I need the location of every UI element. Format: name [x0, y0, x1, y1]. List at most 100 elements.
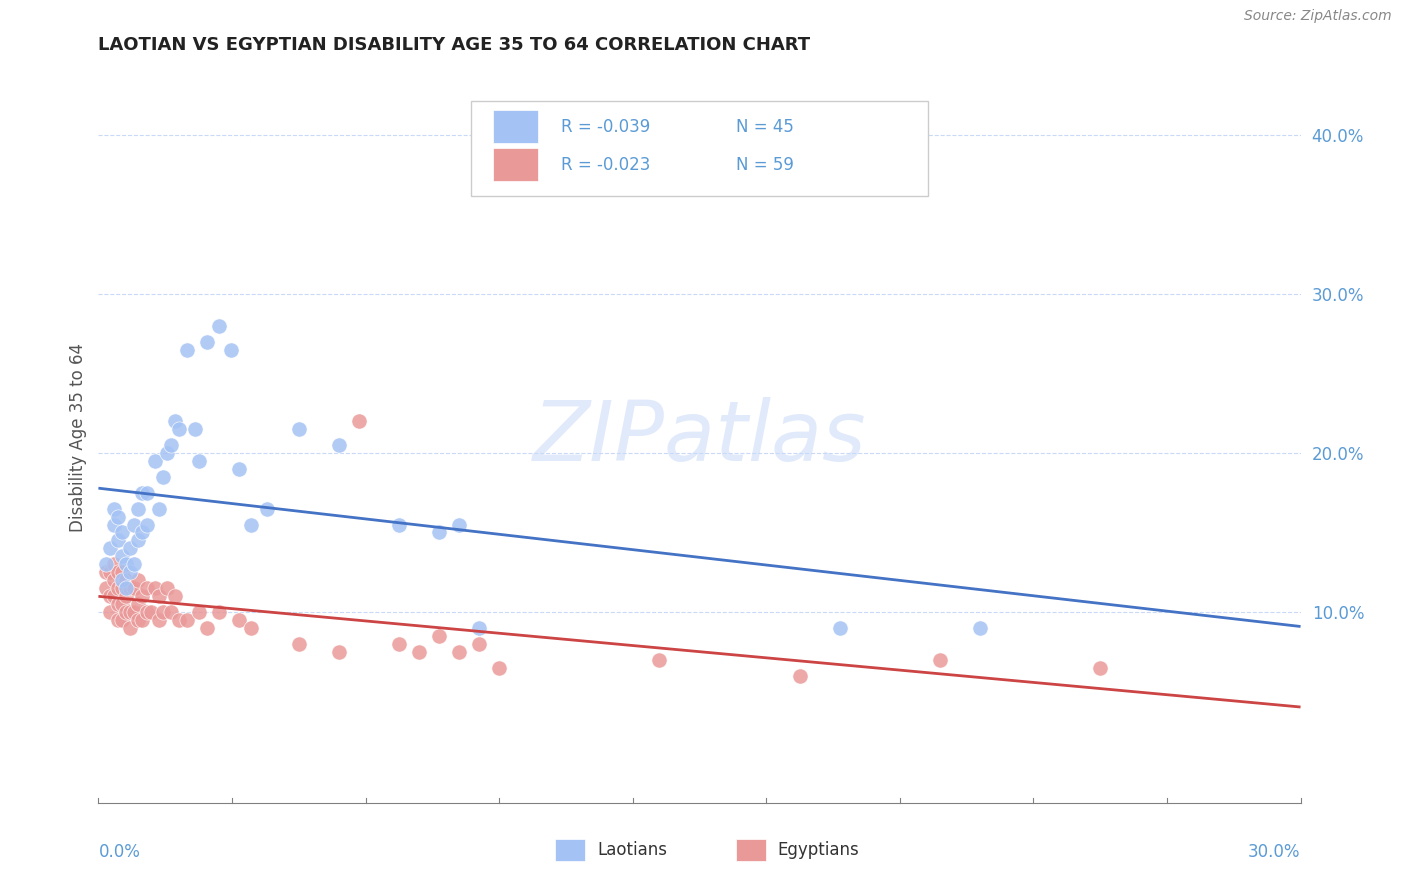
- Point: [115, 558, 138, 572]
- Point: [139, 605, 162, 619]
- Point: [128, 533, 150, 548]
- Point: [120, 581, 142, 595]
- Point: [408, 645, 430, 659]
- Point: [148, 589, 170, 603]
- Point: [176, 613, 198, 627]
- Point: [107, 613, 129, 627]
- Point: [163, 414, 186, 428]
- Point: [120, 605, 142, 619]
- Point: [111, 566, 134, 580]
- Point: [124, 581, 146, 595]
- Text: Source: ZipAtlas.com: Source: ZipAtlas.com: [1244, 9, 1392, 23]
- Point: [929, 653, 952, 667]
- Point: [167, 422, 190, 436]
- Bar: [555, 839, 585, 862]
- Text: LAOTIAN VS EGYPTIAN DISABILITY AGE 35 TO 64 CORRELATION CHART: LAOTIAN VS EGYPTIAN DISABILITY AGE 35 TO…: [98, 36, 810, 54]
- Text: 30.0%: 30.0%: [1249, 843, 1301, 861]
- Point: [128, 613, 150, 627]
- Point: [969, 621, 991, 635]
- Point: [148, 501, 170, 516]
- Bar: [492, 148, 538, 181]
- Point: [159, 438, 181, 452]
- Point: [176, 343, 198, 357]
- Point: [388, 517, 411, 532]
- Point: [107, 581, 129, 595]
- Text: R = -0.023: R = -0.023: [561, 155, 651, 174]
- Point: [228, 613, 250, 627]
- Point: [131, 485, 153, 500]
- Point: [155, 446, 177, 460]
- Point: [195, 334, 218, 349]
- Point: [228, 462, 250, 476]
- Point: [427, 629, 450, 643]
- Point: [143, 581, 166, 595]
- Point: [107, 597, 129, 611]
- Point: [100, 589, 122, 603]
- Point: [96, 558, 118, 572]
- Bar: [492, 110, 538, 143]
- Point: [111, 525, 134, 540]
- Point: [239, 621, 262, 635]
- Point: [124, 558, 146, 572]
- Point: [488, 660, 510, 674]
- Point: [128, 597, 150, 611]
- Point: [187, 605, 209, 619]
- Point: [115, 573, 138, 587]
- Point: [288, 637, 311, 651]
- Point: [96, 581, 118, 595]
- Point: [1088, 660, 1111, 674]
- Point: [148, 613, 170, 627]
- Point: [128, 501, 150, 516]
- Point: [111, 581, 134, 595]
- Point: [152, 470, 174, 484]
- Point: [100, 566, 122, 580]
- Text: 0.0%: 0.0%: [98, 843, 141, 861]
- Point: [135, 517, 157, 532]
- Point: [187, 454, 209, 468]
- Text: ZIPatlas: ZIPatlas: [533, 397, 866, 477]
- Point: [163, 589, 186, 603]
- Point: [103, 558, 125, 572]
- Point: [135, 581, 157, 595]
- Text: N = 59: N = 59: [735, 155, 793, 174]
- Point: [195, 621, 218, 635]
- Point: [167, 613, 190, 627]
- Point: [135, 485, 157, 500]
- Point: [648, 653, 671, 667]
- Point: [219, 343, 242, 357]
- Point: [120, 566, 142, 580]
- Text: Egyptians: Egyptians: [778, 841, 859, 859]
- Point: [468, 637, 491, 651]
- Point: [103, 501, 125, 516]
- Point: [468, 621, 491, 635]
- Text: Laotians: Laotians: [598, 841, 668, 859]
- Point: [388, 637, 411, 651]
- Point: [111, 613, 134, 627]
- Point: [103, 517, 125, 532]
- Point: [111, 573, 134, 587]
- Point: [96, 566, 118, 580]
- FancyBboxPatch shape: [471, 101, 928, 195]
- Point: [828, 621, 851, 635]
- Point: [328, 645, 350, 659]
- Point: [155, 581, 177, 595]
- Point: [111, 549, 134, 564]
- Point: [152, 605, 174, 619]
- Point: [256, 501, 278, 516]
- Point: [120, 621, 142, 635]
- Point: [159, 605, 181, 619]
- Text: N = 45: N = 45: [735, 118, 793, 136]
- Point: [135, 605, 157, 619]
- Point: [120, 541, 142, 556]
- Text: R = -0.039: R = -0.039: [561, 118, 651, 136]
- Point: [131, 525, 153, 540]
- Point: [124, 605, 146, 619]
- Point: [100, 605, 122, 619]
- Point: [107, 533, 129, 548]
- Point: [143, 454, 166, 468]
- Point: [115, 605, 138, 619]
- Point: [107, 509, 129, 524]
- Point: [115, 589, 138, 603]
- Point: [288, 422, 311, 436]
- Point: [103, 573, 125, 587]
